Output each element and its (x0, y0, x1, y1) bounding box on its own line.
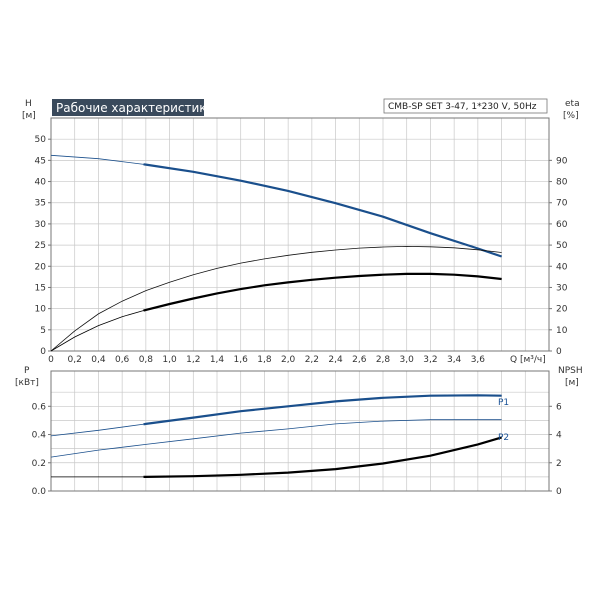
series-line-thick (143, 272, 502, 312)
y2-tick-label: 0 (556, 347, 562, 357)
x-tick-label: 3,0 (400, 355, 415, 365)
x-tick-label: 2,4 (328, 355, 343, 365)
y-tick-label: 0.4 (32, 431, 47, 441)
h-axis-unit: [м] (22, 111, 36, 121)
q-axis-label: Q [м³/ч] (510, 355, 546, 365)
series-line-thin (50, 273, 502, 352)
model-box (383, 98, 548, 114)
top-chart-panel: 0 5 10 15 20 25 30 35 40 45 50 0 10 20 30 40 50 60 70 80 90 0… (35, 117, 568, 365)
series-line-thin (50, 419, 502, 458)
eta-axis-label: eta (565, 99, 580, 109)
y-tick-label: 35 (35, 199, 46, 209)
series-label-p1: P1 (498, 398, 509, 408)
y-tick-label: 10 (35, 305, 47, 315)
y2-tick-label: 6 (556, 402, 562, 412)
model-label: CMB-SP SET 3-47, 1*230 V, 50Hz (388, 102, 537, 112)
y2-tick-label: 60 (556, 220, 568, 230)
y-tick-label: 0.6 (32, 402, 47, 412)
plot-frame (50, 370, 550, 492)
series-line-thin (50, 245, 502, 352)
y-tick-label: 5 (40, 326, 46, 336)
x-tick-label: 0 (48, 355, 54, 365)
series-line-thick (143, 163, 502, 258)
x-tick-label: 2,6 (352, 355, 367, 365)
y-tick-label: 40 (35, 178, 47, 188)
x-tick-label: 1,0 (162, 355, 177, 365)
x-tick-label: 1,2 (186, 355, 200, 365)
p-axis-unit: [кВт] (15, 378, 39, 388)
y-tick-label: 0.2 (32, 459, 46, 469)
y2-tick-label: 80 (556, 178, 568, 188)
y-tick-label: 15 (35, 283, 46, 293)
chart-title-box (52, 99, 204, 116)
y-tick-label: 45 (35, 156, 46, 166)
chart-title: Рабочие характеристики (56, 101, 214, 115)
bottom-chart-panel: 0.0 0.2 0.4 0.6 0 2 4 6 (32, 370, 562, 497)
y2-tick-label: 10 (556, 326, 568, 336)
x-tick-label: 2,8 (376, 355, 391, 365)
x-tick-label: 1,8 (257, 355, 272, 365)
npsh-axis-label: NPSH (558, 366, 583, 376)
y-tick-label: 0.0 (32, 487, 47, 497)
x-tick-label: 0,6 (115, 355, 130, 365)
x-tick-label: 1,4 (210, 355, 225, 365)
y2-tick-label: 70 (556, 199, 568, 209)
p-axis-label: P (24, 366, 30, 376)
x-tick-label: 1,6 (234, 355, 249, 365)
x-tick-label: 3,4 (447, 355, 462, 365)
plot-frame (50, 117, 550, 352)
y2-tick-label: 4 (556, 431, 562, 441)
x-tick-label: 3,2 (423, 355, 437, 365)
y-tick-label: 50 (35, 135, 47, 145)
series-line-thick (143, 394, 502, 426)
y2-tick-label: 0 (556, 487, 562, 497)
series-line-thin (51, 437, 502, 478)
x-tick-label: 2,0 (281, 355, 296, 365)
x-tick-label: 0,4 (91, 355, 106, 365)
y2-tick-label: 20 (556, 305, 568, 315)
y-tick-label: 20 (35, 262, 47, 272)
y2-tick-label: 40 (556, 262, 568, 272)
series-line-thick (143, 436, 502, 478)
eta-axis-unit: [%] (563, 111, 579, 121)
h-axis-label: H (25, 99, 32, 109)
npsh-axis-unit: [м] (565, 378, 579, 388)
series-label-p2: P2 (498, 433, 509, 443)
y2-tick-label: 2 (556, 459, 562, 469)
y-tick-label: 25 (35, 241, 46, 251)
y2-tick-label: 30 (556, 283, 568, 293)
x-tick-label: 3,6 (471, 355, 486, 365)
series-line-thin (50, 154, 502, 257)
y-tick-label: 30 (35, 220, 47, 230)
y2-tick-label: 50 (556, 241, 568, 251)
y2-tick-label: 90 (556, 156, 568, 166)
y-tick-label: 0 (40, 347, 46, 357)
x-tick-label: 0,8 (139, 355, 154, 365)
x-tick-label: 0,2 (68, 355, 82, 365)
x-tick-label: 2,2 (305, 355, 319, 365)
